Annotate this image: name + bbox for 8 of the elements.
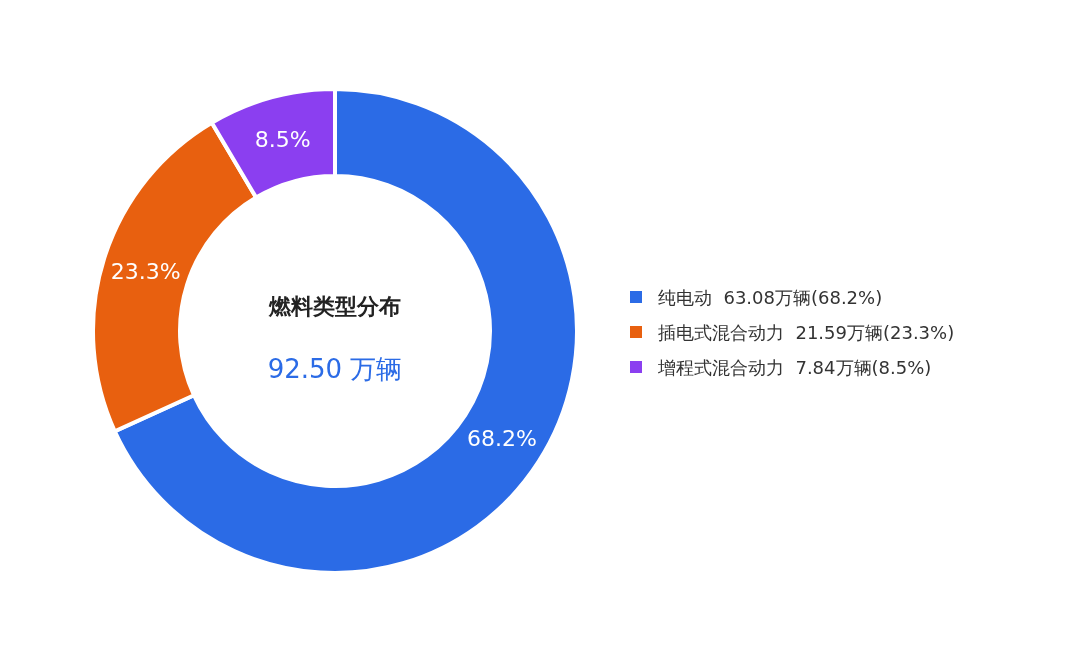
legend-label: 纯电动 63.08万辆(68.2%) [658, 286, 883, 308]
legend-label: 插电式混合动力 21.59万辆(23.3%) [658, 321, 955, 343]
text: 92.50 万辆 [267, 354, 403, 384]
text: 燃料类型分布 [268, 294, 401, 319]
data-label: 23.3% [110, 258, 181, 284]
data-label: 8.5% [254, 127, 311, 153]
legend-label: 增程式混合动力 7.84万辆(8.5%) [657, 356, 932, 378]
data-label: 68.2% [466, 425, 537, 451]
